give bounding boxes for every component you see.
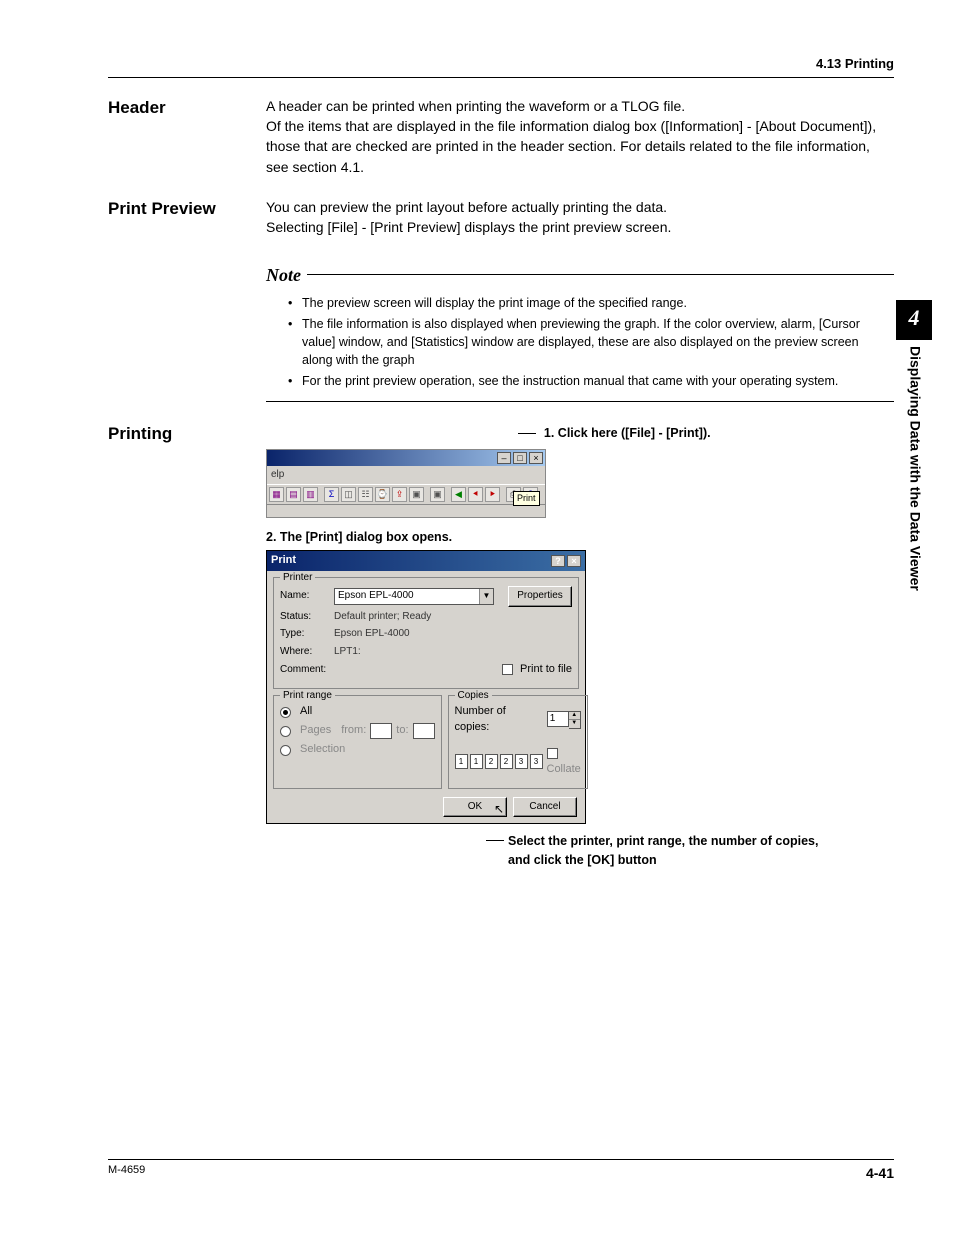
- section-title: Printing: [108, 422, 266, 447]
- copies-group: Copies Number of copies: 1 ▲ ▼: [448, 695, 588, 789]
- note-item: The file information is also displayed w…: [288, 315, 892, 369]
- status-label: Status:: [280, 610, 330, 625]
- footer-page-number: 4-41: [866, 1163, 894, 1183]
- toolbar-icon[interactable]: ◀: [451, 487, 466, 502]
- toolbar-icons: ▦ ▤ ▥ Σ ◫ ☷ ⌚ ⇪ ▣ ▣ ◀ ⯇ ⯈: [267, 484, 545, 505]
- note-label: Note: [266, 262, 307, 288]
- section-title: Print Preview: [108, 197, 266, 222]
- section-body: You can preview the print layout before …: [266, 197, 894, 402]
- note-item: For the print preview operation, see the…: [288, 372, 892, 390]
- note-item: The preview screen will display the prin…: [288, 294, 892, 312]
- print-to-file-label: Print to file: [520, 663, 572, 675]
- maximize-icon[interactable]: □: [513, 452, 527, 464]
- print-range-group: Print range All Pages from: to:: [273, 695, 442, 789]
- toolbar-icon[interactable]: ◫: [341, 487, 356, 502]
- toolbar-window: – □ × elp ▦ ▤ ▥ Σ ◫ ☷ ⌚ ⇪ ▣ ▣: [266, 449, 546, 519]
- where-value: LPT1:: [334, 645, 361, 660]
- toolbar-icon[interactable]: ▤: [286, 487, 301, 502]
- chapter-number: 4: [896, 300, 932, 340]
- copies-label: Number of copies:: [455, 704, 543, 736]
- note-block: Note The preview screen will display the…: [266, 262, 894, 403]
- annotation: Select the printer, print range, the num…: [486, 832, 894, 868]
- section-body: A header can be printed when printing th…: [266, 96, 894, 177]
- type-value: Epson EPL-4000: [334, 627, 410, 642]
- close-icon[interactable]: ×: [529, 452, 543, 464]
- tooltip: Print: [513, 491, 540, 506]
- ok-button[interactable]: OK ↖: [443, 797, 507, 818]
- note-rule: [266, 401, 894, 402]
- toolbar-icon[interactable]: ▣: [409, 487, 424, 502]
- to-input[interactable]: [413, 723, 435, 739]
- section-title: Header: [108, 96, 266, 121]
- type-label: Type:: [280, 627, 330, 642]
- group-legend: Copies: [455, 689, 492, 704]
- chapter-tab: 4 Displaying Data with the Data Viewer: [896, 300, 932, 591]
- section-printing: Printing 1. Click here ([File] - [Print]…: [108, 422, 894, 868]
- toolbar-icon[interactable]: ▦: [269, 487, 284, 502]
- copies-input[interactable]: 1: [547, 711, 569, 727]
- toolbar-icon[interactable]: ▣: [430, 487, 445, 502]
- toolbar-icon[interactable]: ⇪: [392, 487, 407, 502]
- toolbar-icon[interactable]: ▥: [303, 487, 318, 502]
- cursor-icon: ↖: [494, 801, 504, 818]
- spin-up-icon[interactable]: ▲: [569, 712, 580, 720]
- page-footer: M-4659 4-41: [108, 1159, 894, 1183]
- cancel-button[interactable]: Cancel: [513, 797, 577, 818]
- collate-preview: 1 1 2 2 3 3: [455, 754, 543, 769]
- range-all-radio[interactable]: [280, 707, 291, 718]
- print-dialog: Print ? × Printer Name: Epson EPL-4000: [266, 550, 586, 824]
- spin-down-icon[interactable]: ▼: [569, 720, 580, 728]
- toolbar-icon[interactable]: ⯈: [485, 487, 500, 502]
- dialog-title: Print: [271, 553, 296, 569]
- properties-button[interactable]: Properties: [508, 586, 572, 607]
- group-legend: Printer: [280, 571, 315, 586]
- chapter-title: Displaying Data with the Data Viewer: [896, 340, 925, 591]
- comment-label: Comment:: [280, 664, 326, 675]
- printer-name-dropdown[interactable]: Epson EPL-4000 ▼: [334, 588, 494, 605]
- note-rule: [307, 274, 894, 275]
- window-titlebar: – □ ×: [267, 450, 545, 466]
- menu-help[interactable]: elp: [267, 466, 545, 485]
- printer-group: Printer Name: Epson EPL-4000 ▼ Propertie…: [273, 577, 579, 689]
- range-selection-radio[interactable]: [280, 745, 291, 756]
- toolbar-icon[interactable]: ☷: [358, 487, 373, 502]
- from-input[interactable]: [370, 723, 392, 739]
- toolbar-icon[interactable]: ⯇: [468, 487, 483, 502]
- body-text: A header can be printed when printing th…: [266, 96, 894, 177]
- chevron-down-icon[interactable]: ▼: [479, 589, 493, 604]
- toolbar-icon[interactable]: Σ: [324, 487, 339, 502]
- note-list: The preview screen will display the prin…: [266, 294, 894, 402]
- body-text: You can preview the print layout before …: [266, 197, 894, 238]
- help-icon[interactable]: ?: [551, 555, 565, 567]
- range-selection-label: Selection: [300, 742, 345, 758]
- minimize-icon[interactable]: –: [497, 452, 511, 464]
- footer-doc-id: M-4659: [108, 1163, 145, 1183]
- section-header: Header A header can be printed when prin…: [108, 96, 894, 177]
- where-label: Where:: [280, 645, 330, 660]
- step2-label: 2. The [Print] dialog box opens.: [266, 528, 894, 546]
- status-value: Default printer; Ready: [334, 610, 431, 625]
- range-all-label: All: [300, 704, 312, 720]
- toolbar-icon[interactable]: ⌚: [375, 487, 390, 502]
- dialog-titlebar: Print ? ×: [267, 551, 585, 571]
- range-pages-radio[interactable]: [280, 726, 291, 737]
- page-header: 4.13 Printing: [108, 55, 894, 78]
- close-icon[interactable]: ×: [567, 555, 581, 567]
- section-print-preview: Print Preview You can preview the print …: [108, 197, 894, 402]
- name-label: Name:: [280, 589, 330, 604]
- collate-checkbox[interactable]: [547, 748, 558, 759]
- group-legend: Print range: [280, 689, 335, 704]
- step1-callout: 1. Click here ([File] - [Print]).: [518, 422, 894, 442]
- print-to-file-checkbox[interactable]: [502, 664, 513, 675]
- range-pages-label: Pages: [300, 723, 331, 739]
- collate-label: Collate: [547, 763, 581, 775]
